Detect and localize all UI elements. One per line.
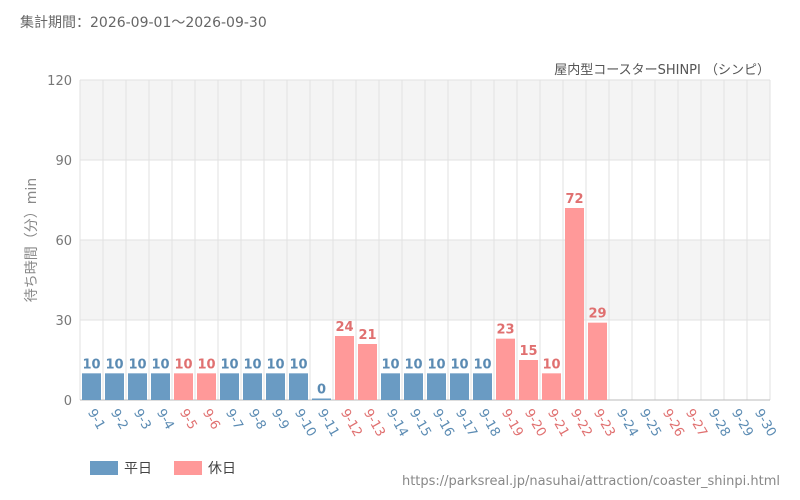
bar-value-label: 10 [151, 357, 169, 372]
x-tick-label: 9-20 [521, 407, 549, 440]
bar-value-label: 10 [266, 357, 284, 372]
bar-value-label: 21 [358, 328, 376, 343]
bar-value-label: 10 [289, 357, 307, 372]
bar [82, 373, 101, 400]
x-tick-label: 9-5 [176, 407, 200, 433]
period-label: 集計期間：2026-09-01～2026-09-30 [20, 15, 267, 31]
bar [450, 373, 469, 400]
bar [243, 373, 262, 400]
x-tick-label: 9-24 [613, 407, 641, 440]
bar-value-label: 0 [317, 383, 326, 398]
bar-value-label: 10 [174, 357, 192, 372]
attraction-name: 屋内型コースターSHINPI （シンピ） [554, 63, 770, 78]
bar [496, 338, 515, 400]
bar [197, 373, 216, 400]
bar [588, 322, 607, 400]
bar-value-label: 29 [588, 307, 606, 322]
x-tick-label: 9-22 [567, 407, 595, 440]
y-tick-label: 30 [55, 314, 72, 329]
y-tick-label: 60 [55, 234, 72, 249]
bar-value-label: 10 [542, 357, 560, 372]
x-tick-label: 9-15 [406, 407, 434, 440]
bar [151, 373, 170, 400]
bar [473, 373, 492, 400]
bar [358, 344, 377, 400]
x-tick-label: 9-10 [291, 407, 319, 440]
x-tick-label: 9-25 [636, 407, 664, 440]
x-tick-label: 9-8 [245, 407, 269, 433]
bar [128, 373, 147, 400]
bar-value-label: 10 [404, 357, 422, 372]
source-url[interactable]: https://parksreal.jp/nasuhai/attraction/… [401, 474, 780, 489]
legend-weekday-label: 平日 [124, 461, 152, 477]
bar-value-label: 10 [82, 357, 100, 372]
bar-value-label: 10 [381, 357, 399, 372]
bar-value-label: 10 [105, 357, 123, 372]
x-tick-label: 9-16 [429, 407, 457, 440]
bar-value-label: 10 [220, 357, 238, 372]
bar [105, 373, 124, 400]
bar [381, 373, 400, 400]
x-tick-label: 9-28 [705, 407, 733, 440]
bar [266, 373, 285, 400]
x-tick-label: 9-7 [222, 407, 246, 433]
x-tick-label: 9-29 [728, 407, 756, 440]
x-tick-label: 9-6 [199, 407, 223, 433]
bar-value-label: 15 [519, 344, 537, 359]
x-tick-label: 9-13 [360, 407, 388, 440]
x-tick-label: 9-2 [107, 407, 131, 433]
bar-value-label: 24 [335, 320, 353, 335]
bar-value-label: 23 [496, 323, 514, 338]
bar-value-label: 72 [565, 192, 583, 207]
legend-weekday: 平日 [90, 458, 152, 478]
y-axis-title: 待ち時間（分）min [24, 178, 40, 302]
bar-value-label: 10 [243, 357, 261, 372]
legend-holiday: 休日 [174, 458, 236, 478]
bar [427, 373, 446, 400]
x-tick-label: 9-17 [452, 407, 480, 440]
x-tick-label: 9-1 [84, 407, 108, 433]
bar-value-label: 10 [473, 357, 491, 372]
bar [335, 336, 354, 400]
legend-holiday-label: 休日 [208, 461, 236, 477]
x-tick-label: 9-3 [130, 407, 154, 433]
x-tick-label: 9-23 [590, 407, 618, 440]
x-tick-label: 9-18 [475, 407, 503, 440]
legend: 平日 休日 [90, 458, 236, 478]
x-tick-label: 9-27 [682, 407, 710, 440]
y-tick-label: 120 [47, 74, 72, 89]
x-tick-label: 9-19 [498, 407, 526, 440]
bar-value-label: 10 [128, 357, 146, 372]
bar [404, 373, 423, 400]
bar [220, 373, 239, 400]
x-tick-label: 9-9 [268, 407, 292, 433]
x-tick-label: 9-14 [383, 407, 411, 440]
bar [312, 398, 331, 400]
x-tick-label: 9-12 [337, 407, 365, 440]
x-tick-label: 9-11 [314, 407, 342, 440]
bar [542, 373, 561, 400]
bar-value-label: 10 [197, 357, 215, 372]
x-tick-label: 9-21 [544, 407, 572, 440]
bar-value-label: 10 [427, 357, 445, 372]
x-tick-label: 9-26 [659, 407, 687, 440]
bar [174, 373, 193, 400]
legend-weekday-swatch [90, 461, 118, 475]
bar-value-label: 10 [450, 357, 468, 372]
x-tick-label: 9-30 [751, 407, 779, 440]
y-tick-label: 0 [64, 394, 72, 409]
bar [289, 373, 308, 400]
bar [519, 360, 538, 400]
bar [565, 208, 584, 400]
legend-holiday-swatch [174, 461, 202, 475]
x-tick-label: 9-4 [153, 407, 177, 433]
y-tick-label: 90 [55, 154, 72, 169]
